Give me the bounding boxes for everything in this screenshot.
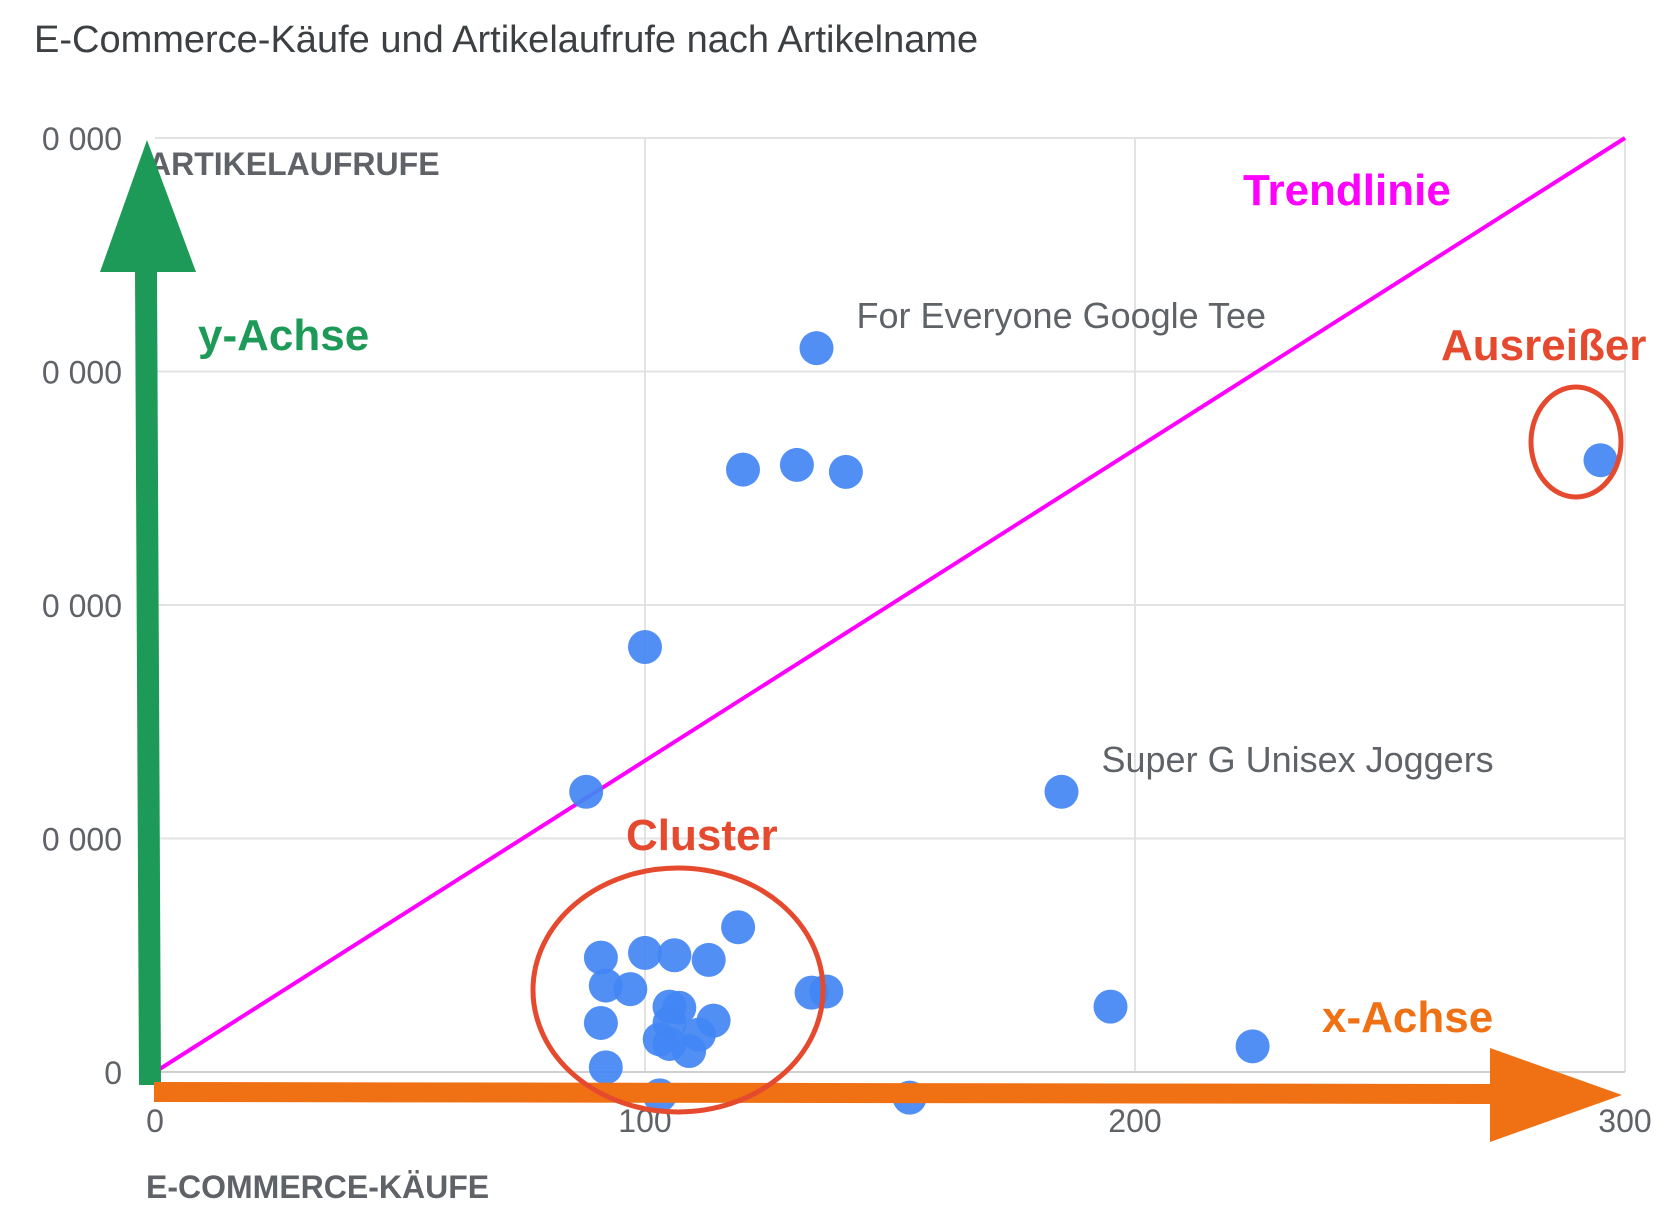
data-point[interactable] [672, 1033, 707, 1068]
data-point[interactable] [1583, 443, 1618, 478]
x-tick-label: 0 [146, 1103, 164, 1139]
trendline [153, 136, 1627, 1074]
data-point[interactable] [583, 940, 618, 975]
data-point[interactable] [799, 331, 834, 366]
data-point[interactable] [1044, 774, 1079, 809]
x-tick-label: 300 [1598, 1103, 1651, 1139]
x-tick-label: 200 [1108, 1103, 1161, 1139]
data-point[interactable] [613, 972, 648, 1007]
data-point[interactable] [809, 974, 844, 1009]
chart-title: E-Commerce-Käufe und Artikelaufrufe nach… [34, 19, 978, 61]
y-axis-annotation: y-Achse [198, 311, 369, 360]
x-axis-arrow [153, 1048, 1622, 1142]
data-point[interactable] [583, 1005, 618, 1040]
y-tick-label: 0 000 [42, 822, 122, 858]
x-axis-annotation: x-Achse [1322, 993, 1493, 1042]
y-arrow-shaft [135, 271, 161, 1086]
y-arrow-head [100, 140, 196, 272]
data-point[interactable] [726, 452, 760, 487]
y-axis-title: ARTIKELAUFRUFE [148, 146, 440, 182]
data-point[interactable] [569, 774, 604, 809]
trendline-annotation: Trendlinie [1243, 166, 1451, 215]
y-tick-label: 0 [104, 1055, 122, 1091]
data-point[interactable] [628, 935, 662, 970]
data-point[interactable] [828, 454, 863, 489]
x-axis-title: E-COMMERCE-KÄUFE [146, 1169, 489, 1205]
point-label: Super G Unisex Joggers [1102, 739, 1494, 780]
data-point[interactable] [1235, 1029, 1270, 1064]
cluster-annotation: Cluster [626, 811, 778, 860]
data-point[interactable] [721, 910, 756, 945]
x-arrow-head [1490, 1048, 1622, 1142]
data-point[interactable] [779, 447, 814, 482]
outlier-circle [1528, 384, 1624, 500]
x-arrow-shaft [153, 1082, 1496, 1104]
data-point[interactable] [1093, 989, 1128, 1024]
point-label: For Everyone Google Tee [857, 295, 1267, 336]
y-axis-arrow [100, 140, 196, 1086]
data-point[interactable] [691, 942, 726, 977]
data-point[interactable] [628, 630, 662, 665]
y-tick-label: 0 000 [42, 355, 122, 391]
data-point[interactable] [657, 938, 692, 973]
outlier-annotation: Ausreißer [1441, 321, 1646, 370]
data-point[interactable] [588, 1050, 623, 1085]
cluster-circle [530, 865, 826, 1115]
y-tick-label: 0 000 [42, 121, 122, 157]
point-labels: For Everyone Google Tee Super G Unisex Jo… [857, 295, 1494, 780]
y-tick-label: 0 000 [42, 588, 122, 624]
